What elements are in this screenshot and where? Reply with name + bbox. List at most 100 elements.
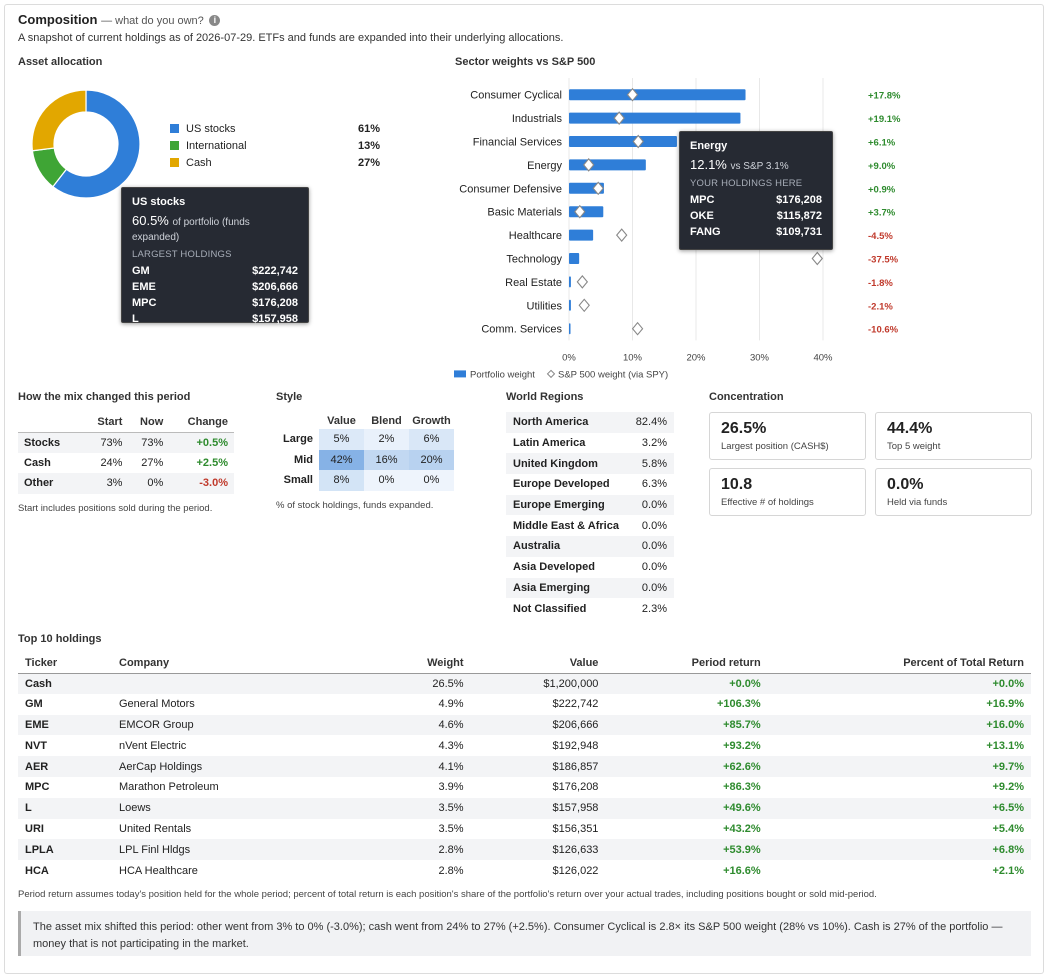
region-name: North America [513,416,589,429]
holding-value: $126,633 [552,843,599,856]
holding-period-return: +53.9% [723,843,761,856]
regions-heading: World Regions [506,391,584,403]
portfolio-bar[interactable] [569,112,741,124]
portfolio-bar[interactable] [569,159,646,171]
benchmark-marker[interactable] [574,204,586,219]
holding-company: EMCOR Group [119,718,194,731]
sector-tooltip-pct: 12.1% [690,157,727,172]
style-col-header: Growth [412,414,451,427]
mix-change: -3.0% [199,477,228,490]
holding-row[interactable]: MPC Marathon Petroleum 3.9% $176,208 +86.3% +… [18,777,1031,798]
sector-tooltip-subheading: YOUR HOLDINGS HERE [690,178,803,189]
holding-value: $192,948 [552,739,599,752]
legend-label: International [186,139,247,152]
holding-row[interactable]: URI United Rentals 3.5% $156,351 +43.2% +5.4% [18,819,1031,840]
holding-pct-total-return: +6.5% [992,802,1025,815]
donut-slice-0[interactable] [52,89,141,199]
mix-now: 27% [141,456,164,469]
benchmark-marker[interactable] [631,321,644,336]
region-name: Europe Developed [513,478,610,491]
holding-row[interactable]: GM General Motors 4.9% $222,742 +106.3% +16.9… [18,694,1031,715]
tooltip-ticker: GM [132,265,150,277]
sector-diff-label: +3.7% [868,208,896,219]
mix-start: 24% [100,456,123,469]
concentration-card: 26.5% Largest position (CASH$) [709,412,866,460]
holding-row[interactable]: Cash 26.5% $1,200,000 +0.0% +0.0% [18,673,1031,694]
concentration-label: Held via funds [887,497,948,508]
holdings-col-header[interactable]: Company [119,657,170,670]
benchmark-marker[interactable] [582,158,595,172]
sector-diff-label: -4.5% [868,231,893,242]
legend-item[interactable]: International 13% [170,137,380,154]
benchmark-marker[interactable] [811,251,824,266]
portfolio-bar[interactable] [569,276,571,288]
mix-row: Cash 24% 27% +2.5% [18,453,234,474]
mix-table: Start Now Change Stocks 73% 73% +0.5% Cash 24% 2… [18,412,234,494]
mix-row-label: Stocks [24,436,61,449]
region-value: 6.3% [641,478,667,491]
holdings-col-header[interactable]: Ticker [25,657,58,670]
concentration-value: 44.4% [887,420,933,437]
holding-row[interactable]: HCA HCA Healthcare 2.8% $126,022 +16.6% +2.1% [18,860,1031,881]
holding-row[interactable]: EME EMCOR Group 4.6% $206,666 +85.7% +16.0% [18,714,1031,736]
holding-ticker: URI [25,822,44,835]
holding-row[interactable]: AER AerCap Holdings 4.1% $186,857 +62.6% +9.7… [18,756,1031,777]
benchmark-marker[interactable] [632,134,644,149]
benchmark-marker[interactable] [576,275,589,289]
holdings-col-header[interactable]: Percent of Total Return [903,657,1024,670]
holding-company [112,673,372,694]
asset-allocation-donut[interactable] [30,88,142,200]
legend-item[interactable]: US stocks 61% [170,120,380,137]
tooltip-pct-note: of portfolio (funds expanded) [132,217,250,243]
info-icon[interactable]: i [209,15,221,26]
holding-row[interactable]: L Loews 3.5% $157,958 +49.6% +6.5% [18,797,1031,819]
benchmark-marker[interactable] [615,228,628,242]
legend-benchmark-label: S&P 500 weight (via SPY) [558,369,668,380]
legend-item[interactable]: Cash 27% [170,154,380,171]
benchmark-marker[interactable] [626,87,639,102]
sector-label: Real Estate [505,277,562,289]
portfolio-bar[interactable] [569,136,677,147]
holding-row[interactable]: NVT nVent Electric 4.3% $192,948 +93.2% +13.1… [18,735,1031,756]
concentration-card: 10.8 Effective # of holdings [709,468,866,516]
benchmark-marker[interactable] [592,181,604,196]
holding-value: $186,857 [552,760,599,773]
page-description: A snapshot of current holdings as of 202… [18,32,564,44]
tooltip-ticker: MPC [132,297,157,309]
region-row: Asia Developed 0.0% [506,557,674,578]
portfolio-bar[interactable] [569,89,746,101]
holding-ticker: Cash [25,677,52,690]
sector-diff-label: -10.6% [868,325,899,336]
region-row: Latin America 3.2% [506,433,674,454]
region-value: 0.0% [641,581,667,594]
holdings-col-header[interactable]: Weight [427,657,464,670]
region-value: 0.0% [641,540,667,553]
tooltip-row: MPC $176,208 [690,192,822,208]
region-name: Australia [513,540,561,553]
portfolio-bar[interactable] [569,323,571,335]
holdings-col-header[interactable]: Value [569,657,599,670]
style-box: Value Blend Growth Large 5% 2% 6% Mid 42% 16% 20%… [276,412,454,491]
benchmark-marker[interactable] [613,111,625,125]
holding-company: AerCap Holdings [119,760,203,773]
holding-period-return: +43.2% [723,822,761,835]
benchmark-marker[interactable] [578,298,590,313]
style-cell: 5% [319,429,364,450]
holding-period-return: +93.2% [723,739,761,752]
composition-panel [4,4,1044,974]
mix-heading: How the mix changed this period [18,391,191,403]
portfolio-bar[interactable] [569,253,580,264]
portfolio-bar[interactable] [569,299,571,311]
holding-weight: 2.8% [438,864,464,877]
holding-pct-total-return: +16.9% [986,698,1024,711]
holding-row[interactable]: LPLA LPL Finl Hldgs 2.8% $126,633 +53.9% +6.8… [18,839,1031,861]
holdings-col-header[interactable]: Period return [691,657,761,670]
style-row: Small 8% 0% 0% [276,470,454,491]
holding-period-return: +86.3% [723,781,761,794]
donut-slice-2[interactable] [31,89,87,152]
holdings-table: Ticker Company Weight Value Period return Per… [18,654,1031,881]
portfolio-bar[interactable] [569,229,594,241]
holding-value: $176,208 [552,781,599,794]
legend-pct: 13% [357,139,380,152]
holding-company: nVent Electric [119,739,187,752]
